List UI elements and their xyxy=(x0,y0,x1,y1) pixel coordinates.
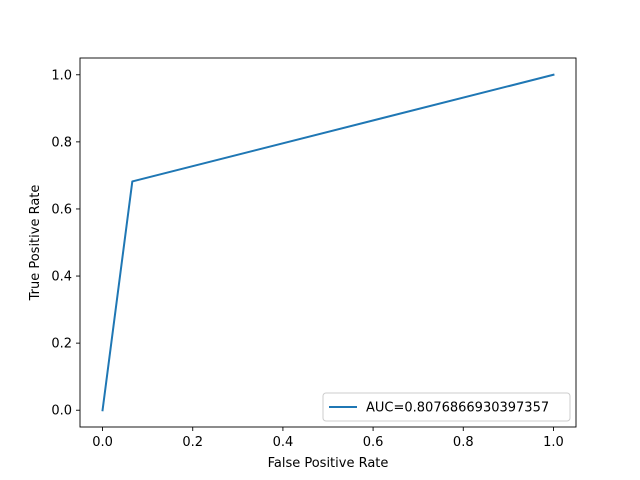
x-tick-label: 0.8 xyxy=(453,435,474,450)
legend: AUC=0.8076866930397357 xyxy=(322,392,571,422)
x-tick-label: 0.6 xyxy=(363,435,384,450)
y-tick-label: 0.2 xyxy=(51,337,72,352)
y-tick-label: 0.0 xyxy=(51,404,72,419)
x-tick-label: 0.0 xyxy=(92,435,113,450)
y-tick-label: 0.8 xyxy=(51,135,72,150)
legend-box xyxy=(322,392,571,422)
y-tick-label: 0.4 xyxy=(51,270,72,285)
plot-frame xyxy=(79,57,577,428)
legend-label: AUC=0.8076866930397357 xyxy=(366,401,549,416)
y-axis-label: True Positive Rate xyxy=(28,185,43,302)
y-axis-ticks: 0.0 0.2 0.4 0.6 0.8 1.0 xyxy=(51,68,80,419)
x-tick-label: 0.4 xyxy=(273,435,294,450)
x-axis-ticks: 0.0 0.2 0.4 0.6 0.8 1.0 xyxy=(92,427,564,450)
y-tick-label: 1.0 xyxy=(51,68,72,83)
plot-area xyxy=(79,57,577,428)
y-tick-label: 0.6 xyxy=(51,202,72,217)
x-tick-label: 1.0 xyxy=(543,435,564,450)
series-layer xyxy=(101,73,555,412)
roc-curve-line xyxy=(101,73,555,412)
x-tick-label: 0.2 xyxy=(182,435,203,450)
x-axis-label: False Positive Rate xyxy=(268,456,389,471)
